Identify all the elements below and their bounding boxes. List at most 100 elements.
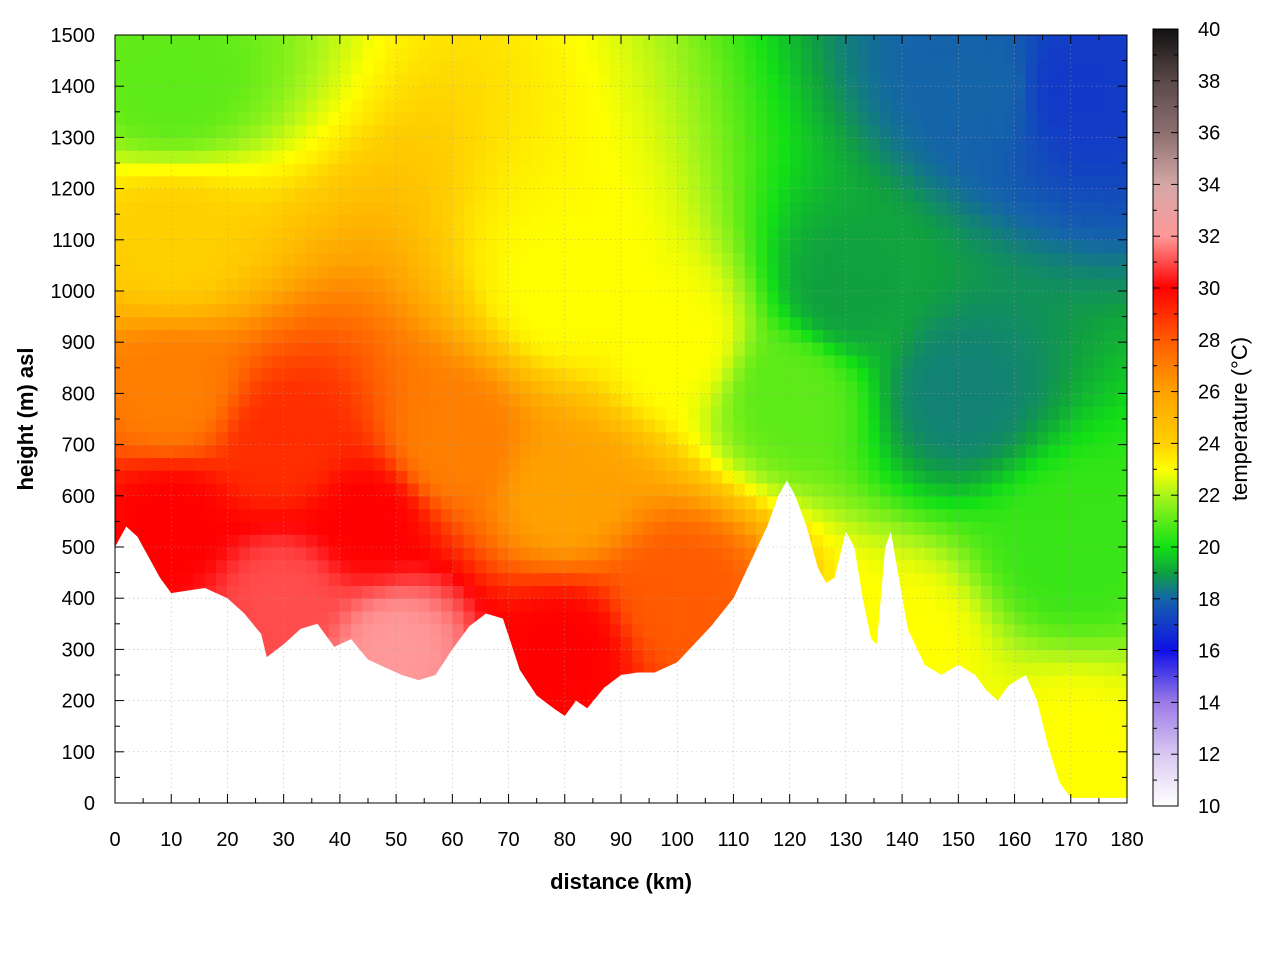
field-cell [677, 406, 690, 420]
field-cell [947, 303, 959, 318]
field-cell [115, 188, 127, 202]
field-cell [519, 73, 532, 87]
field-cell [531, 559, 543, 574]
field-cell [396, 572, 408, 586]
field-cell [834, 35, 847, 49]
field-cell [845, 124, 858, 138]
field-cell [362, 495, 375, 510]
field-cell [992, 150, 1004, 164]
field-cell [823, 406, 836, 420]
field-cell [542, 470, 555, 484]
field-cell [947, 367, 959, 382]
field-cell [1025, 150, 1038, 164]
field-cell [384, 457, 397, 471]
field-cell [418, 393, 431, 407]
field-cell [812, 214, 824, 228]
field-cell [665, 252, 678, 266]
field-cell [812, 265, 824, 279]
field-cell [204, 163, 217, 177]
field-cell [812, 393, 824, 407]
field-cell [755, 380, 768, 394]
field-cell [857, 214, 869, 228]
field-cell [755, 444, 768, 458]
field-cell [699, 483, 712, 497]
field-cell [598, 431, 611, 446]
field-cell [137, 508, 150, 522]
field-cell [474, 367, 487, 382]
field-cell [283, 534, 296, 548]
field-cell [992, 252, 1004, 266]
field-cell [384, 444, 397, 458]
field-cell [576, 649, 588, 663]
field-cell [609, 86, 622, 100]
field-cell [249, 35, 262, 49]
field-cell [935, 419, 948, 433]
field-cell [283, 623, 296, 638]
field-cell [755, 521, 768, 535]
field-cell [306, 598, 318, 612]
field-cell [452, 406, 465, 420]
field-cell [958, 559, 971, 574]
field-cell [587, 137, 600, 151]
field-cell [947, 508, 959, 522]
field-cell [1037, 278, 1049, 292]
field-cell [1014, 150, 1027, 164]
field-cell [924, 585, 937, 599]
field-cell [317, 201, 330, 215]
field-cell [699, 303, 712, 318]
field-cell [722, 431, 735, 446]
field-cell [418, 444, 431, 458]
field-cell [834, 419, 847, 433]
field-cell [598, 623, 611, 638]
field-cell [688, 598, 701, 612]
field-cell [182, 521, 195, 535]
field-cell [564, 47, 577, 62]
field-cell [182, 47, 195, 62]
field-cell [1025, 636, 1038, 650]
field-cell [339, 483, 352, 497]
field-cell [486, 150, 498, 164]
field-cell [373, 150, 386, 164]
field-cell [902, 239, 914, 254]
field-cell [744, 547, 757, 561]
field-cell [609, 124, 622, 138]
field-cell [137, 483, 150, 497]
field-cell [115, 444, 127, 458]
field-cell [429, 342, 442, 356]
field-cell [216, 380, 229, 394]
field-cell [238, 534, 251, 548]
field-cell [137, 150, 150, 164]
field-cell [486, 559, 498, 574]
field-cell [384, 649, 397, 663]
field-cell [845, 508, 858, 522]
field-cell [238, 35, 251, 49]
field-cell [351, 111, 363, 126]
field-cell [767, 175, 780, 190]
field-cell [452, 73, 465, 87]
field-cell [980, 265, 993, 279]
field-cell [396, 35, 408, 49]
field-cell [497, 559, 510, 574]
field-cell [924, 547, 937, 561]
field-cell [283, 265, 296, 279]
field-cell [665, 457, 678, 471]
field-cell [609, 572, 622, 586]
field-cell [834, 470, 847, 484]
field-cell [373, 406, 386, 420]
field-cell [429, 137, 442, 151]
field-cell [193, 303, 206, 318]
field-cell [789, 329, 802, 343]
field-cell [587, 342, 600, 356]
field-cell [531, 393, 543, 407]
field-cell [587, 214, 600, 228]
field-cell [261, 99, 274, 113]
field-cell [126, 35, 139, 49]
field-cell [283, 214, 296, 228]
field-cell [452, 598, 465, 612]
field-cell [879, 342, 892, 356]
field-cell [486, 393, 498, 407]
field-cell [531, 649, 543, 663]
field-cell [294, 547, 307, 561]
field-cell [328, 393, 341, 407]
field-cell [418, 623, 431, 638]
